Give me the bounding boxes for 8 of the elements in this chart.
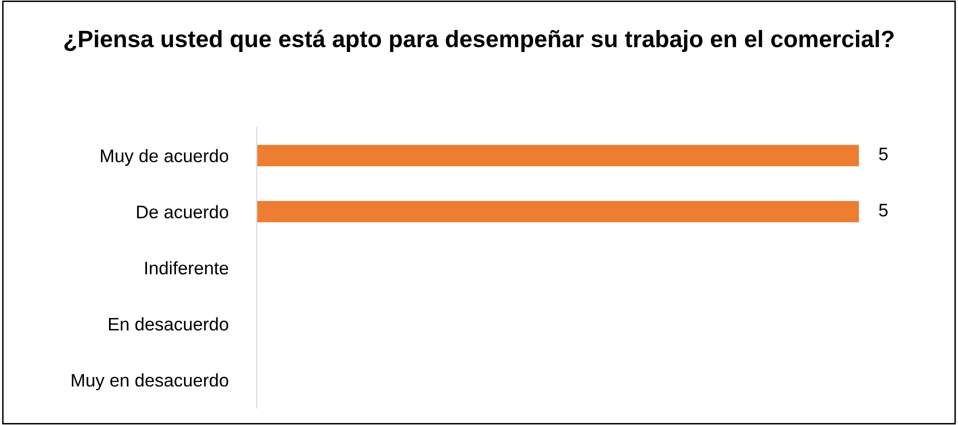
y-tick-label: De acuerdo — [137, 205, 228, 218]
y-tick-label: Indiferente — [145, 261, 228, 274]
chart-title: ¿Piensa usted que está apto para desempeñar su trabajo en el comercial? — [64, 30, 894, 52]
y-tick-label: Muy de acuerdo — [100, 149, 228, 166]
y-tick-label: Muy en desacuerdo — [72, 373, 228, 390]
y-tick-label: En desacuerdo — [108, 317, 228, 331]
data-label: 5 — [879, 148, 888, 160]
data-label: 5 — [879, 204, 888, 216]
